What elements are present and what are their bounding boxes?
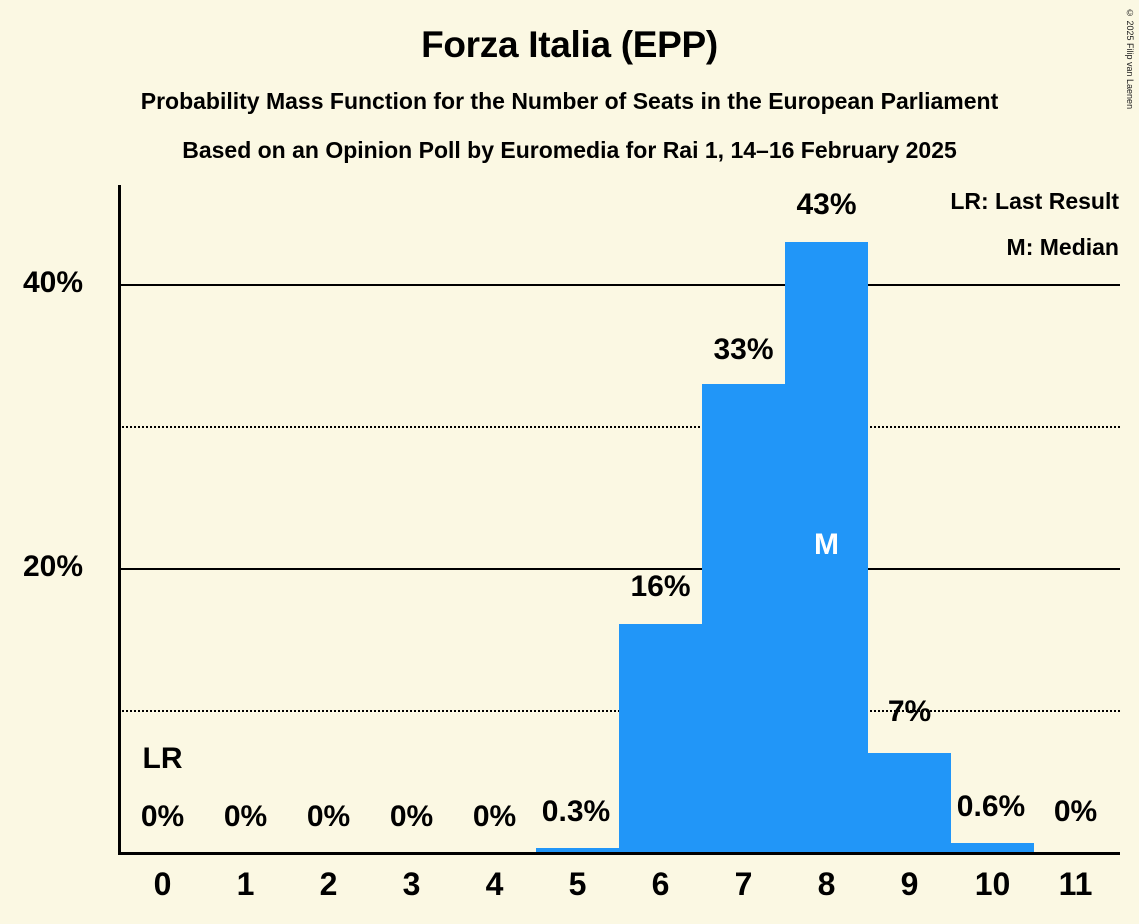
bar-7[interactable] [702, 384, 785, 852]
bar-value-label-0: 0% [140, 800, 185, 833]
bar-value-label-7: 33% [713, 333, 774, 366]
y-tick-label-40: 40% [22, 266, 83, 299]
x-tick-label-8: 8 [817, 866, 836, 902]
legend-last-result: LR: Last Result [950, 188, 1119, 214]
bar-value-label-1: 0% [223, 800, 268, 833]
gridline-40 [118, 284, 1120, 286]
bar-value-label-4: 0% [472, 800, 517, 833]
bar-value-label-3: 0% [389, 800, 434, 833]
copyright-notice: © 2025 Filip van Laenen [1125, 8, 1135, 110]
gridline-20 [118, 568, 1120, 570]
bar-5[interactable] [536, 848, 619, 852]
bar-8[interactable] [785, 242, 868, 852]
chart-title: Forza Italia (EPP) [421, 24, 718, 65]
last-result-marker: LR [142, 742, 183, 775]
bar-value-label-9: 7% [887, 695, 932, 728]
median-marker: M [814, 528, 839, 561]
y-axis-line [118, 185, 121, 855]
x-tick-label-7: 7 [734, 866, 753, 902]
x-tick-label-4: 4 [485, 866, 504, 902]
bar-value-label-6: 16% [630, 570, 691, 603]
bar-10[interactable] [951, 843, 1034, 852]
bar-9[interactable] [868, 753, 951, 852]
x-tick-label-2: 2 [319, 866, 338, 902]
y-tick-label-20: 20% [22, 550, 83, 583]
x-tick-label-11: 11 [1058, 866, 1093, 902]
x-axis-line [118, 852, 1120, 855]
chart-subtitle-primary: Probability Mass Function for the Number… [140, 88, 999, 114]
bar-value-label-5: 0.3% [541, 795, 611, 828]
bar-value-label-10: 0.6% [956, 790, 1026, 823]
x-tick-label-10: 10 [974, 866, 1011, 902]
gridline-30 [118, 426, 1120, 428]
x-tick-label-3: 3 [402, 866, 421, 902]
bar-value-label-8: 43% [796, 188, 857, 221]
bar-value-label-2: 0% [306, 800, 351, 833]
bar-series [121, 185, 1120, 852]
x-tick-label-0: 0 [153, 866, 172, 902]
chart-subtitle-secondary: Based on an Opinion Poll by Euromedia fo… [182, 137, 957, 163]
bar-value-label-11: 0% [1053, 795, 1098, 828]
legend-median: M: Median [1006, 234, 1119, 260]
x-tick-label-6: 6 [651, 866, 670, 902]
x-tick-label-1: 1 [236, 866, 255, 902]
bar-6[interactable] [619, 624, 702, 852]
x-tick-label-9: 9 [900, 866, 919, 902]
x-tick-label-5: 5 [568, 866, 587, 902]
